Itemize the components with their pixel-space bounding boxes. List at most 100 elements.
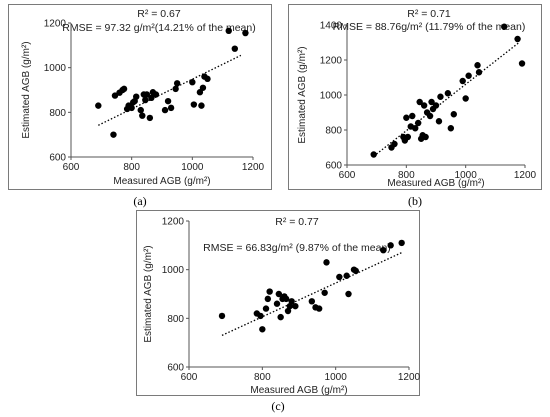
data-point [128, 104, 135, 112]
data-point [428, 98, 435, 106]
data-point [259, 326, 266, 333]
data-point [266, 288, 273, 295]
x-tick-label: 1000 [455, 170, 478, 181]
data-point [323, 259, 330, 266]
data-point [133, 93, 140, 100]
y-tick-label: 800 [325, 126, 342, 137]
data-point [111, 92, 119, 99]
y-tick-label: 600 [49, 153, 66, 164]
data-point [172, 85, 179, 93]
y-tick-label: 1000 [320, 91, 343, 102]
y-axis-label: Estimated AGB (g/m²) [21, 41, 32, 138]
data-point [465, 72, 472, 79]
data-point [415, 119, 422, 127]
data-point [391, 140, 398, 148]
data-point [501, 23, 508, 30]
data-point [257, 312, 264, 320]
data-point [403, 114, 410, 121]
data-point [161, 106, 169, 114]
data-point [198, 102, 205, 109]
data-point [231, 45, 238, 52]
data-point [459, 77, 466, 85]
r2-annotation: R² = 0.71 [407, 8, 451, 20]
x-tick-label: 800 [123, 162, 140, 173]
y-axis-label: Estimated AGB (g/m²) [143, 245, 154, 342]
data-point [264, 295, 272, 303]
y-tick-label: 1000 [162, 265, 185, 276]
data-point [416, 98, 423, 106]
data-point [196, 89, 204, 96]
chart-a: R² = 0.67 RMSE = 97.32 g/m²(14.21% of th… [21, 8, 265, 187]
data-point [275, 290, 283, 298]
data-point [167, 104, 175, 112]
data-point [284, 307, 292, 315]
data-point [142, 96, 149, 104]
x-tick-label: 800 [254, 372, 271, 383]
chart-panel-a: R² = 0.67 RMSE = 97.32 g/m²(14.21% of th… [8, 4, 272, 190]
rmse-annotation: RMSE = 66.83g/m² (9.87% of the mean) [203, 242, 391, 254]
data-point [139, 112, 146, 119]
data-point [462, 95, 469, 102]
rmse-annotation: RMSE = 88.76g/m² (11.79% of the mean) [333, 21, 526, 33]
x-tick-label: 600 [181, 372, 198, 383]
data-point [475, 69, 483, 76]
x-tick-label: 1200 [514, 170, 537, 181]
x-axis-label: Measured AGB (g/m²) [387, 178, 484, 189]
data-point [409, 112, 416, 120]
data-point [204, 75, 211, 83]
trendline [373, 41, 520, 157]
data-point [242, 29, 249, 37]
x-tick-label: 600 [339, 170, 356, 181]
data-point [190, 101, 198, 108]
x-axis-label: Measured AGB (g/m²) [250, 385, 347, 396]
data-point [352, 267, 360, 275]
data-point [518, 60, 526, 67]
data-point [387, 242, 394, 249]
data-point [343, 272, 350, 279]
r2-annotation: R² = 0.67 [137, 8, 181, 20]
data-point [273, 300, 281, 307]
data-point [422, 133, 429, 141]
data-point [262, 305, 270, 312]
data-point [288, 298, 295, 305]
data-point [426, 112, 434, 120]
data-point [143, 91, 151, 98]
data-point [474, 62, 481, 69]
data-point [380, 247, 387, 254]
data-point [345, 290, 352, 298]
data-point [173, 80, 181, 87]
x-tick-label: 1200 [398, 372, 421, 383]
y-axis-label: Estimated AGB (g/m²) [297, 46, 308, 143]
data-point [189, 78, 196, 86]
y-tick-label: 800 [49, 108, 66, 119]
x-tick-label: 1000 [325, 372, 348, 383]
data-point [447, 125, 455, 132]
data-point [110, 131, 117, 138]
r2-annotation: R² = 0.77 [275, 216, 319, 228]
data-point [308, 298, 316, 305]
data-point [137, 106, 144, 114]
y-tick-label: 1200 [44, 19, 67, 30]
data-point [420, 102, 428, 109]
data-point [148, 94, 155, 102]
data-point [370, 151, 377, 158]
data-point [164, 97, 172, 105]
data-point [277, 313, 284, 321]
x-axis-label: Measured AGB (g/m²) [113, 176, 210, 187]
data-point [435, 118, 443, 125]
chart-panel-c: R² = 0.77 RMSE = 66.83g/m² (9.87% of the… [136, 210, 421, 396]
rmse-annotation: RMSE = 97.32 g/m²(14.21% of the mean) [62, 22, 255, 34]
chart-b: R² = 0.71 RMSE = 88.76g/m² (11.79% of th… [297, 8, 537, 189]
data-point [404, 133, 412, 141]
x-tick-label: 1000 [181, 162, 204, 173]
y-tick-label: 800 [167, 314, 184, 325]
x-tick-label: 600 [63, 162, 80, 173]
data-point [282, 295, 290, 303]
data-point [450, 111, 457, 118]
data-point [412, 125, 419, 132]
data-point [286, 302, 294, 310]
y-tick-label: 1400 [320, 21, 343, 32]
data-point [120, 85, 128, 93]
trendline [221, 252, 402, 336]
data-point [398, 239, 405, 247]
